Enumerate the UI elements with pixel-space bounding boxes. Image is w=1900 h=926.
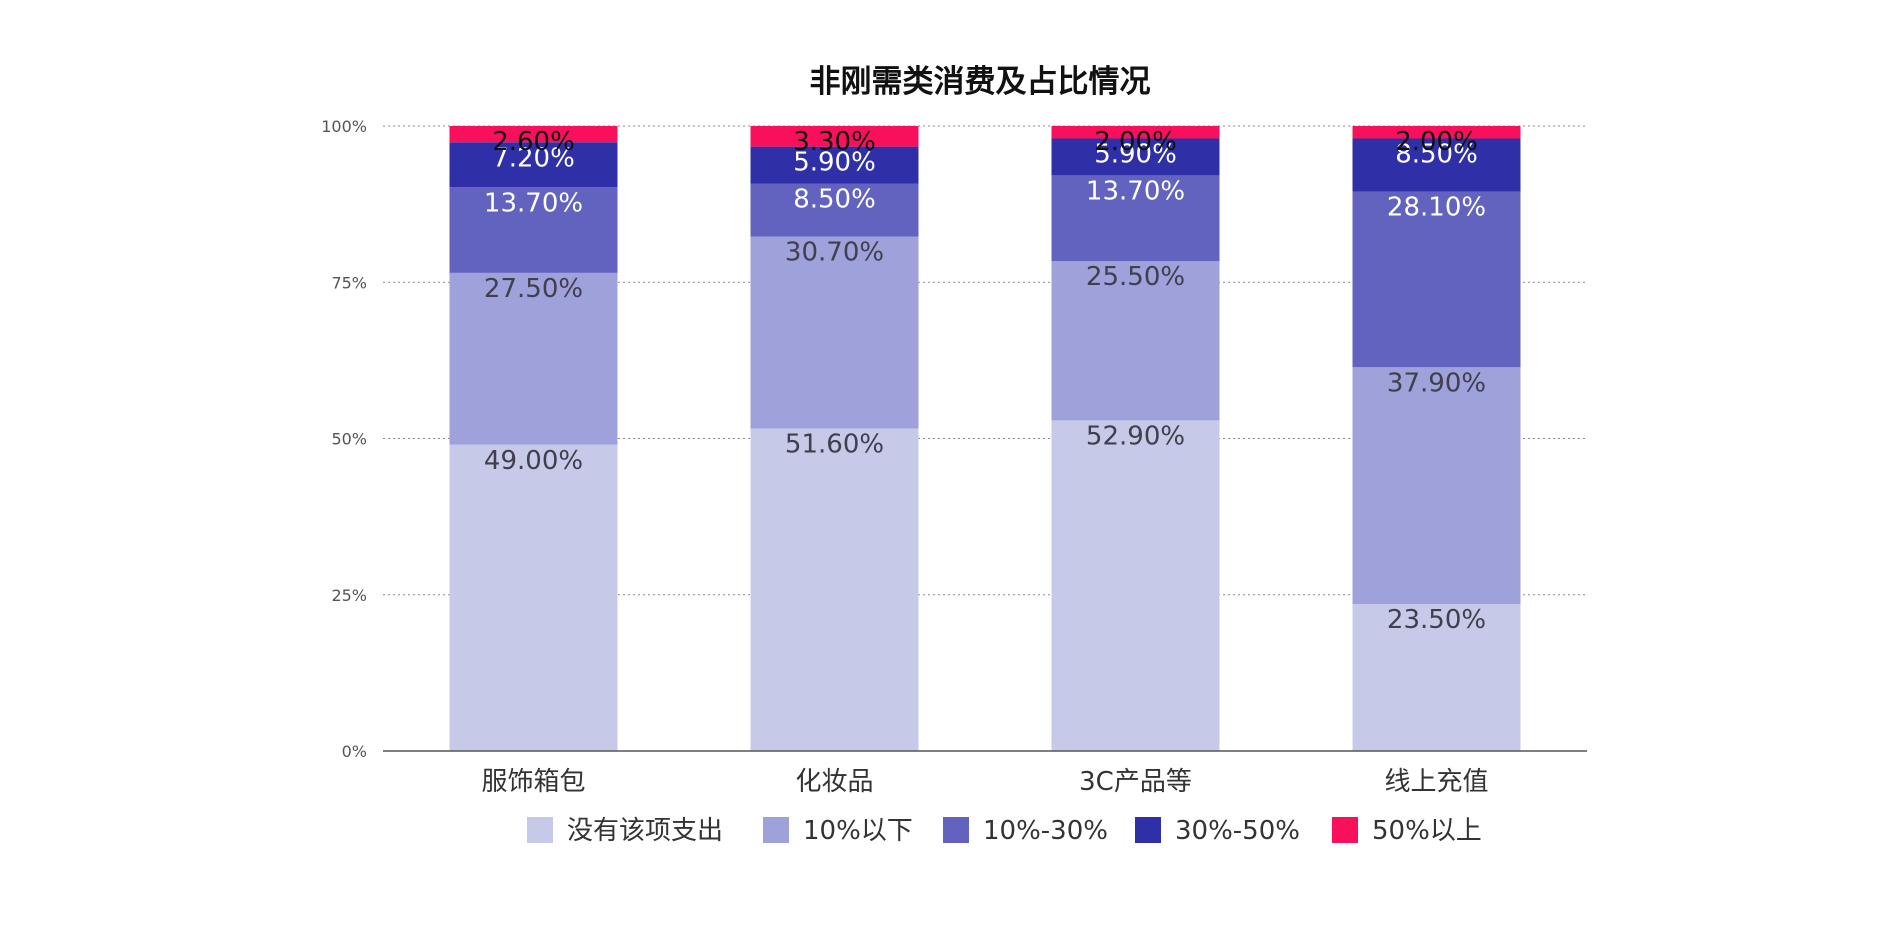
legend-label: 50%以上 <box>1372 816 1482 846</box>
data-label: 23.50% <box>1387 605 1486 635</box>
bar-segment <box>449 142 618 188</box>
bar-segment <box>1352 126 1521 139</box>
data-label: 25.50% <box>1086 262 1185 292</box>
legend-swatch <box>1135 817 1161 843</box>
data-label: 8.50% <box>1395 140 1478 170</box>
bar-segment <box>1352 191 1521 368</box>
y-tick-label: 25% <box>331 586 367 605</box>
legend-swatch <box>763 817 789 843</box>
data-label: 7.20% <box>492 143 575 173</box>
data-label: 5.90% <box>793 148 876 178</box>
bar-segment <box>750 236 919 429</box>
bars <box>449 126 1521 751</box>
data-labels: 49.00% 27.50% 13.70% 7.20%2.60% 51.60% 30.70%… <box>484 127 1486 635</box>
bar-segment <box>449 272 618 445</box>
bar-segment <box>750 183 919 237</box>
legend: 没有该项支出 10%以下 10%-30% 30%-50% 50%以上 <box>527 816 1482 846</box>
y-tick-label: 75% <box>331 273 367 292</box>
legend-swatch <box>943 817 969 843</box>
legend-label: 30%-50% <box>1175 816 1300 846</box>
data-label: 8.50% <box>793 185 876 215</box>
data-label: 52.90% <box>1086 421 1185 451</box>
data-label: 30.70% <box>785 238 884 268</box>
data-label: 2.60% <box>492 127 575 157</box>
bar-segment <box>1352 604 1521 751</box>
data-label: 13.70% <box>1086 176 1185 206</box>
data-label: 3.30% <box>793 127 876 157</box>
x-category-label: 3C产品等 <box>1079 767 1192 797</box>
legend-label: 10%以下 <box>803 816 913 846</box>
data-label: 5.90% <box>1094 140 1177 170</box>
legend-swatch <box>1332 817 1358 843</box>
y-tick-label: 100% <box>321 117 367 136</box>
bar-segment <box>1051 175 1220 261</box>
data-label: 13.70% <box>484 188 583 218</box>
bar-segment <box>750 428 919 751</box>
y-tick-label: 50% <box>331 430 367 449</box>
bar-segment <box>449 187 618 273</box>
y-tick-label: 0% <box>342 742 367 761</box>
data-label: 37.90% <box>1387 368 1486 398</box>
bar-segment <box>1352 138 1521 192</box>
data-label: 27.50% <box>484 274 583 304</box>
legend-swatch <box>527 817 553 843</box>
bar-segment <box>449 444 618 751</box>
axes: 0% 25% 50% 75% 100% 服饰箱包 化妆品 3C产品等 线上充值 <box>321 117 1587 797</box>
x-category-label: 服饰箱包 <box>481 767 585 797</box>
legend-label: 没有该项支出 <box>567 816 723 846</box>
data-label: 2.00% <box>1395 127 1478 157</box>
chart-title: 非刚需类消费及占比情况 <box>810 64 1151 100</box>
data-label: 2.00% <box>1094 127 1177 157</box>
data-label: 49.00% <box>484 446 583 476</box>
bar-segment <box>1352 367 1521 605</box>
bar-segment <box>750 126 919 147</box>
bar-segment <box>1051 261 1220 421</box>
bar-segment <box>750 146 919 184</box>
data-label: 51.60% <box>785 430 884 460</box>
bar-segment <box>1051 420 1220 751</box>
data-label: 28.10% <box>1387 193 1486 223</box>
bar-segment <box>1051 126 1220 139</box>
bar-segment <box>449 126 618 143</box>
legend-label: 10%-30% <box>983 816 1108 846</box>
bar-segment <box>1051 138 1220 176</box>
x-category-label: 线上充值 <box>1384 767 1488 797</box>
x-category-label: 化妆品 <box>795 767 873 797</box>
